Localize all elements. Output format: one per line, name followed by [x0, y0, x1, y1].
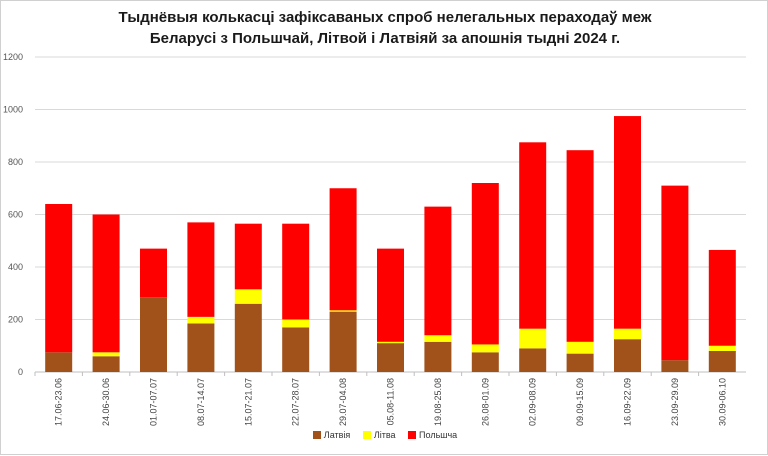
bar-segment-latvia: [519, 348, 547, 372]
bar-segment-poland: [329, 188, 357, 311]
bar-segment-poland: [519, 142, 547, 329]
legend-swatch-latvia: [312, 431, 321, 439]
bar-segment-poland: [708, 249, 736, 346]
legend-label-lithuania: Літва: [373, 430, 396, 440]
bar-segment-poland: [282, 223, 310, 320]
bar-segment-poland: [92, 214, 120, 353]
legend-swatch-poland: [408, 431, 417, 439]
bar-segment-lithuania: [92, 352, 120, 357]
chart-title-line-2: Беларусі з Польшчай, Літвой і Латвіяй за…: [149, 30, 621, 47]
x-tick-label: 02.09-08.09: [528, 378, 538, 426]
y-tick-label: 800: [8, 157, 23, 167]
x-tick-label: 26.08-01.09: [480, 378, 490, 426]
bar-segment-lithuania: [424, 335, 452, 342]
x-tick-label: 23.09-29.09: [670, 378, 680, 426]
bar-segment-latvia: [92, 356, 120, 372]
bar-segment-poland: [566, 150, 594, 342]
bar-segment-poland: [661, 185, 689, 361]
bar-segment-poland: [614, 116, 641, 329]
x-axis-tick-labels: 17.06-23.06 24.06-30.06 01.07-07.07 08.07-1…: [54, 378, 728, 426]
legend-swatch-lithuania: [362, 431, 371, 439]
y-tick-label: 600: [8, 210, 23, 220]
bar-segment-latvia: [708, 351, 736, 372]
bar-segment-poland: [45, 204, 73, 353]
y-tick-label: 200: [8, 315, 23, 325]
bar-segment-lithuania: [708, 345, 736, 351]
bar-segment-lithuania: [187, 316, 215, 324]
x-tick-label: 30.09-06.10: [717, 378, 727, 426]
bar-segment-poland: [424, 206, 452, 336]
x-tick-label: 16.09-22.09: [623, 378, 633, 426]
bar-segment-latvia: [424, 341, 452, 372]
bar-segment-poland: [377, 248, 404, 342]
legend-item-lithuania: Літва: [362, 430, 396, 440]
y-axis-tick-labels: 0 200 400 600 800 1000 1200: [3, 52, 23, 377]
bar-segment-latvia: [377, 343, 404, 372]
x-tick-label: 08.07-14.07: [196, 378, 206, 426]
bar-segment-poland: [471, 183, 499, 345]
bar-segment-lithuania: [614, 328, 641, 340]
x-tick-label: 09.09-15.09: [575, 378, 585, 426]
bar-segment-lithuania: [519, 328, 547, 349]
bar-segment-latvia: [234, 303, 262, 372]
bar-segment-latvia: [614, 339, 641, 372]
bar-segment-poland: [234, 223, 262, 290]
legend: Латвія Літва Польшча: [1, 430, 768, 441]
legend-label-latvia: Латвія: [323, 430, 351, 440]
bar-segment-latvia: [282, 327, 310, 372]
bar-segment-latvia: [471, 352, 499, 372]
bar-segment-latvia: [187, 323, 215, 372]
bar-segment-lithuania: [377, 341, 404, 344]
bar-segment-latvia: [329, 311, 357, 372]
bar-segment-lithuania: [471, 344, 499, 353]
bar-segment-poland: [187, 222, 215, 317]
legend-item-latvia: Латвія: [312, 430, 351, 440]
y-tick-label: 0: [18, 367, 23, 377]
bar-segment-lithuania: [329, 310, 357, 312]
x-tick-label: 29.07-04.08: [338, 378, 348, 426]
x-tick-label: 19.08-25.08: [433, 378, 443, 426]
legend-item-poland: Польшча: [408, 430, 457, 440]
x-tick-label: 17.06-23.06: [54, 378, 64, 426]
x-tick-label: 22.07-28.07: [291, 378, 301, 426]
y-tick-label: 400: [8, 262, 23, 272]
legend-label-poland: Польшча: [419, 430, 458, 440]
chart-title-line-1: Тыднёвыя колькасці зафіксаваных спроб не…: [118, 9, 652, 26]
y-tick-label: 1000: [3, 105, 23, 115]
bars: [34, 116, 736, 376]
bar-segment-lithuania: [234, 289, 262, 304]
x-tick-label: 15.07-21.07: [243, 378, 253, 426]
y-tick-label: 1200: [3, 52, 23, 62]
bar-segment-lithuania: [282, 319, 310, 328]
bar-segment-latvia: [661, 360, 689, 372]
x-tick-label: 05.08-11.08: [386, 378, 396, 425]
bar-segment-poland: [140, 248, 167, 298]
x-tick-label: 01.07-07.07: [149, 378, 159, 426]
x-tick-label: 24.06-30.06: [101, 378, 111, 426]
bar-segment-lithuania: [566, 341, 594, 354]
bar-segment-latvia: [566, 353, 594, 372]
bar-segment-latvia: [140, 297, 167, 372]
bar-segment-latvia: [45, 352, 73, 372]
